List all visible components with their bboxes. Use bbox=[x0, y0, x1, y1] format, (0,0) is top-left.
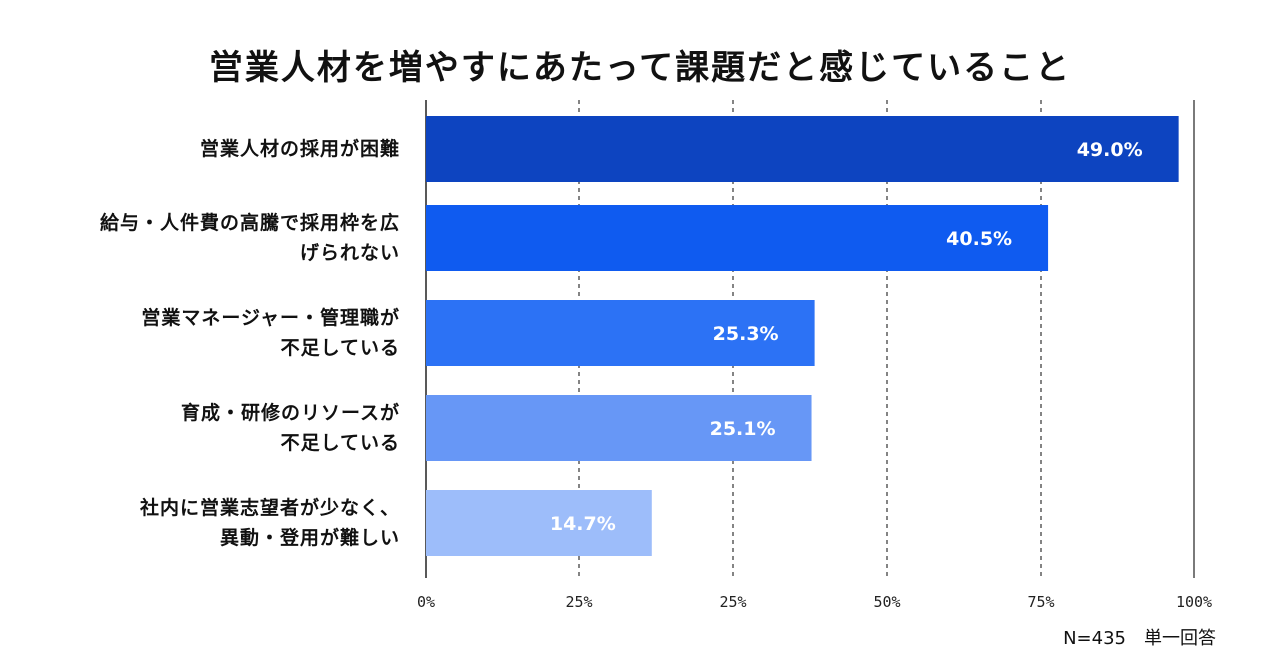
category-label-line: 育成・研修のリソースが bbox=[180, 402, 400, 424]
bar-value-label: 25.1% bbox=[710, 418, 776, 440]
category-label-line: 異動・登用が難しい bbox=[219, 527, 400, 549]
bar-value-label: 14.7% bbox=[550, 513, 616, 535]
bar-value-label: 25.3% bbox=[713, 323, 779, 345]
category-label-line: 社内に営業志望者が少なく、 bbox=[139, 497, 400, 519]
x-tick-label: 25% bbox=[565, 593, 592, 611]
x-tick-label: 100% bbox=[1176, 593, 1212, 611]
category-label: 育成・研修のリソースが不足している bbox=[20, 398, 400, 458]
category-label: 営業人材の採用が困難 bbox=[20, 134, 400, 164]
bar-value-label: 40.5% bbox=[946, 228, 1012, 250]
category-label-line: 営業マネージャー・管理職が bbox=[141, 307, 400, 329]
bar bbox=[426, 116, 1179, 182]
bar bbox=[426, 300, 815, 366]
category-label: 社内に営業志望者が少なく、異動・登用が難しい bbox=[20, 493, 400, 553]
bar bbox=[426, 490, 652, 556]
chart-title: 営業人材を増やすにあたって課題だと感じていること bbox=[208, 48, 1072, 88]
x-tick-label: 75% bbox=[1027, 593, 1054, 611]
category-label-line: 不足している bbox=[280, 432, 400, 454]
sample-size-note: N=435 単一回答 bbox=[1063, 628, 1216, 649]
x-tick-label: 25% bbox=[719, 593, 746, 611]
category-label-line: げられない bbox=[299, 242, 400, 264]
category-label-line: 給与・人件費の高騰で採用枠を広 bbox=[99, 212, 400, 234]
x-tick-label: 0% bbox=[417, 593, 435, 611]
bar-value-label: 49.0% bbox=[1077, 139, 1143, 161]
category-label: 営業マネージャー・管理職が不足している bbox=[20, 303, 400, 363]
category-label: 給与・人件費の高騰で採用枠を広げられない bbox=[20, 208, 400, 268]
x-tick-label: 50% bbox=[873, 593, 900, 611]
bar bbox=[426, 205, 1049, 271]
bar bbox=[426, 395, 812, 461]
category-label-line: 営業人材の採用が困難 bbox=[199, 138, 400, 160]
category-label-line: 不足している bbox=[280, 337, 400, 359]
